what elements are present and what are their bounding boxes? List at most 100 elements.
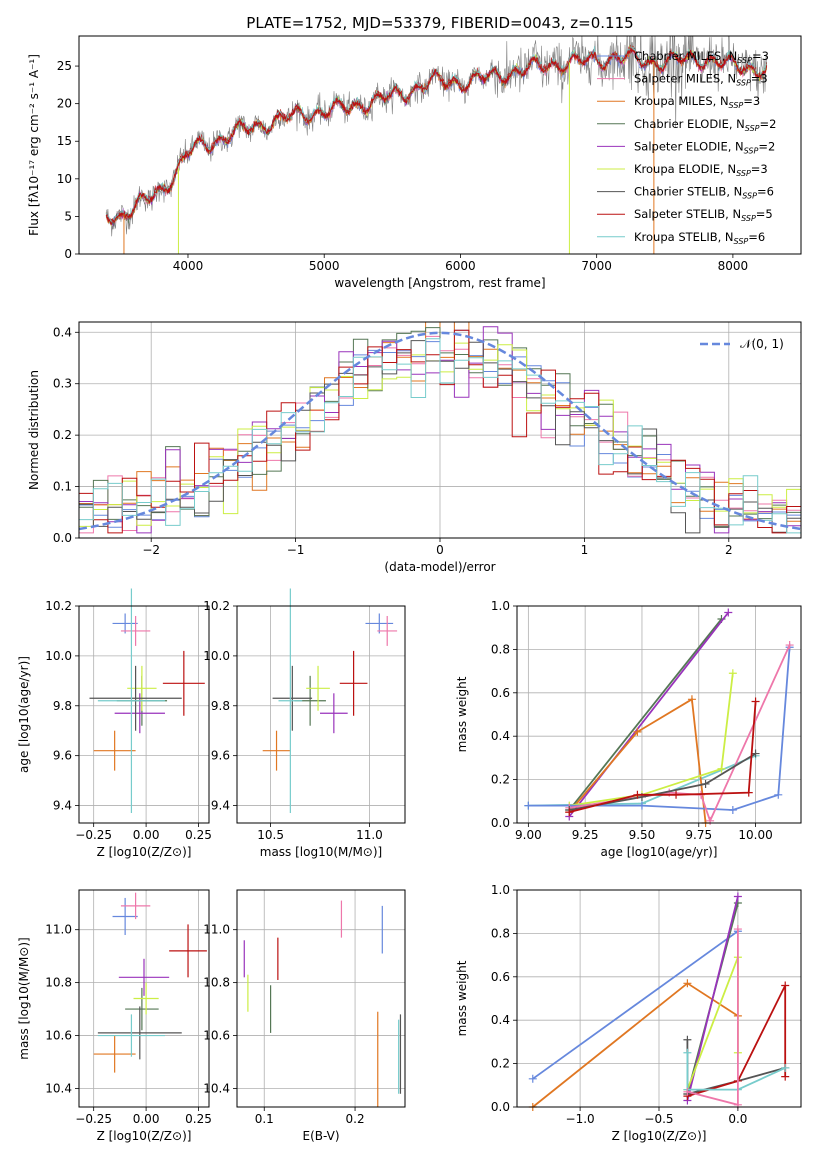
y-tick-label: 10.6 [45, 1029, 72, 1043]
weight-marker [706, 816, 715, 825]
errorbar-point-7 [339, 650, 368, 716]
legend-label: Kroupa MILES, NSSP=3 [634, 94, 760, 110]
weight-series-5 [524, 643, 794, 814]
axes-frame [78, 605, 210, 824]
errorbar-point-2 [93, 730, 136, 771]
x-tick-label: 9.25 [572, 828, 599, 842]
y-axis-label: mass weight [455, 676, 469, 752]
errorbar-point-8 [97, 588, 165, 814]
weight-marker [728, 669, 737, 678]
plot-area [528, 892, 790, 1111]
axes-3: 10.5 11.0 9.4 9.6 9.8 10.0 10.2 mass [log10(M/M… [203, 588, 406, 859]
weight-marker [733, 892, 742, 901]
x-axis-label: age [log10(age/yr)] [601, 845, 718, 859]
errorbar-point-4 [114, 693, 165, 734]
legend: Chabrier MILES, NSSP=3 Salpeter MILES, NS… [597, 49, 776, 246]
weight-marker [781, 1072, 790, 1081]
y-tick-label: 15 [57, 134, 72, 148]
weight-marker [774, 790, 783, 799]
weight-marker [717, 764, 726, 773]
x-tick-label: 9.50 [629, 828, 656, 842]
weight-line [528, 647, 791, 811]
axes-frame [516, 605, 802, 824]
legend-label: Chabrier ELODIE, NSSP=2 [634, 117, 776, 133]
errorbar-point-1 [120, 892, 151, 920]
y-axis-label: Normed distribution [27, 370, 41, 490]
x-tick-label: 0.25 [185, 1112, 212, 1126]
legend-label: Chabrier STELIB, NSSP=6 [634, 185, 774, 201]
errorbar-point-6 [97, 1006, 182, 1060]
x-tick-label: 11.0 [356, 828, 383, 842]
y-tick-label: 0.4 [491, 729, 510, 743]
y-tick-label: 10.4 [45, 1081, 72, 1095]
weight-series-1 [528, 979, 742, 1111]
weight-marker [733, 925, 742, 934]
normal-reference-curve [79, 331, 801, 531]
weight-marker [633, 790, 642, 799]
x-tick-label: 0.00 [133, 1112, 160, 1126]
weight-marker [637, 801, 646, 810]
y-tick-label: 0.0 [491, 1100, 510, 1114]
x-tick-label: 9.00 [515, 828, 542, 842]
y-tick-label: 9.8 [53, 699, 72, 713]
legend-label: 𝒩(0, 1) [740, 337, 784, 351]
x-tick-label: 0.1 [255, 1112, 274, 1126]
x-tick-label: 2 [725, 543, 733, 557]
y-tick-label: 10.6 [203, 1029, 230, 1043]
y-tick-label: 9.4 [53, 799, 72, 813]
errorbar-point-2 [93, 1035, 136, 1073]
x-tick-label: 4000 [173, 259, 204, 273]
weight-line [686, 1039, 786, 1096]
axes-7: −1.0 −0.5 0.0 0.0 0.2 0.4 0.6 0.8 1.0 Z [log10(Z/… [455, 883, 802, 1143]
x-tick-label: −0.25 [75, 828, 112, 842]
y-tick-label: 0.2 [53, 428, 72, 442]
errorbar-point-7 [162, 650, 205, 716]
axes-5: −0.25 0.00 0.25 10.4 10.6 10.8 11.0 Z [log10(Z/… [17, 889, 212, 1143]
y-tick-label: 0.2 [491, 773, 510, 787]
x-tick-label: −1.0 [566, 1112, 595, 1126]
legend-label: Salpeter STELIB, NSSP=5 [634, 207, 773, 223]
y-tick-label: 9.4 [211, 799, 230, 813]
errorbar-point-4 [320, 693, 348, 734]
model-spectra [105, 42, 768, 227]
x-axis-label: (data-model)/error [384, 560, 495, 574]
weight-marker [751, 697, 760, 706]
errorbar-point-5 [127, 665, 157, 711]
errorbar-point-6 [89, 665, 182, 731]
x-tick-label: 0.00 [133, 828, 160, 842]
x-axis-label: mass [log10(M/M⊙)] [260, 845, 382, 859]
x-tick-label: −1 [287, 543, 305, 557]
errorbar-point-1 [120, 615, 151, 646]
plot-area [93, 892, 207, 1073]
axes-2: −0.25 0.00 0.25 9.4 9.6 9.8 10.0 10.2 Z [log10(Z… [17, 588, 212, 859]
weight-line [687, 985, 787, 1098]
weight-marker [633, 727, 642, 736]
weight-series-6 [565, 641, 794, 825]
y-tick-label: 0.0 [491, 816, 510, 830]
weight-line [687, 929, 739, 1106]
y-tick-label: 0.2 [491, 1057, 510, 1071]
x-axis-label: Z [log10(Z/Z⊙)] [612, 1129, 707, 1143]
y-tick-label: 0.1 [53, 480, 72, 494]
y-tick-label: 0.8 [491, 926, 510, 940]
plot-area [79, 322, 801, 534]
legend-label: Chabrier MILES, NSSP=3 [634, 49, 769, 65]
axes-4: 9.00 9.25 9.50 9.75 10.00 0.0 0.2 0.4 0.6 0.8 1.0 a… [455, 599, 802, 859]
weight-line [568, 697, 707, 824]
y-tick-label: 10 [57, 172, 72, 186]
weight-marker [524, 801, 533, 810]
y-tick-label: 1.0 [491, 883, 510, 897]
y-tick-label: 10.4 [203, 1081, 230, 1095]
x-tick-label: 6000 [445, 259, 476, 273]
plot-area [89, 588, 205, 814]
y-tick-label: 5 [64, 209, 72, 223]
axes-6: 0.1 0.2 10.4 10.6 10.8 11.0 E(B-V) [203, 889, 406, 1143]
x-axis-label: Z [log10(Z/Z⊙)] [97, 845, 192, 859]
weight-marker [785, 641, 794, 650]
x-axis-label: wavelength [Angstrom, rest frame] [334, 276, 545, 290]
y-tick-label: 25 [57, 59, 72, 73]
axes-frame [236, 605, 406, 824]
axes-frame [78, 889, 210, 1108]
errorbar-point-7 [169, 924, 207, 978]
errorbar-point-0 [112, 897, 138, 935]
